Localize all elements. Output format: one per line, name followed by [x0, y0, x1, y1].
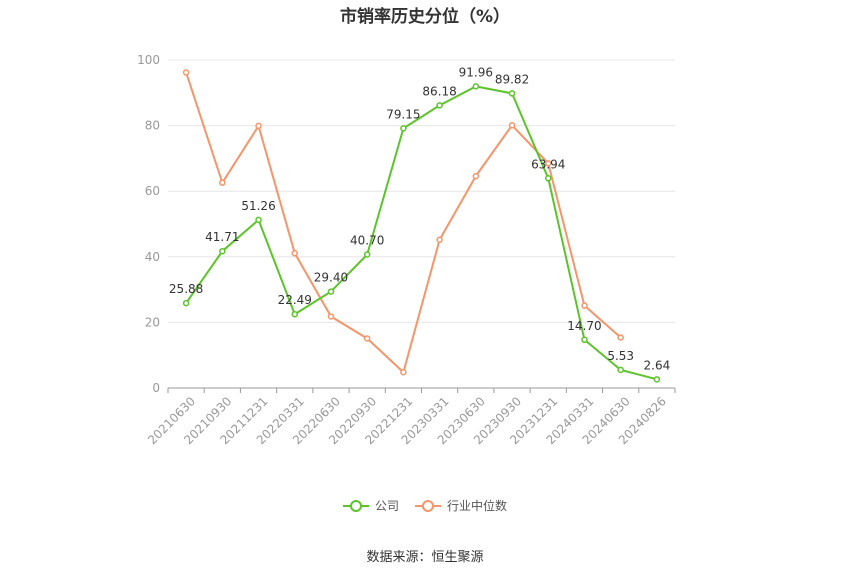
- data-point-industry: [472, 172, 480, 180]
- data-label: 40.70: [350, 234, 384, 248]
- data-point-company: [617, 366, 624, 374]
- legend-item-company[interactable]: 公司: [342, 497, 399, 514]
- chart-title: 市销率历史分位（%）: [339, 7, 511, 27]
- data-label: 86.18: [422, 84, 456, 98]
- data-label: 91.96: [459, 65, 493, 79]
- legend-item-industry[interactable]: 行业中位数: [415, 497, 507, 514]
- data-point-industry: [508, 122, 516, 129]
- data-point-industry: [617, 334, 624, 341]
- series-line-company: [185, 85, 658, 381]
- data-point-industry: [545, 160, 552, 167]
- data-label: 63.94: [531, 157, 565, 171]
- y-tick-label: 40: [145, 250, 160, 264]
- legend: 公司 行业中位数: [0, 497, 850, 514]
- data-label: 89.82: [495, 72, 529, 86]
- data-label: 14.70: [567, 319, 601, 333]
- data-point-company: [182, 299, 190, 307]
- data-label: 51.26: [241, 199, 275, 213]
- data-point-company: [545, 175, 552, 182]
- data-label: 29.40: [314, 271, 348, 285]
- data-label: 2.64: [644, 358, 671, 372]
- legend-industry-label: 行业中位数: [447, 499, 508, 513]
- data-label: 5.53: [607, 349, 634, 363]
- data-point-industry: [581, 302, 588, 309]
- data-label: 22.49: [278, 293, 312, 307]
- data-point-company: [653, 376, 661, 383]
- data-label: 25.88: [169, 282, 203, 296]
- data-point-industry: [400, 369, 407, 376]
- data-point-company: [291, 310, 298, 318]
- data-point-company: [219, 247, 226, 255]
- data-point-company: [508, 90, 516, 97]
- y-tick-label: 0: [152, 381, 160, 395]
- data-point-industry: [219, 179, 226, 186]
- data-label: 41.71: [205, 230, 239, 244]
- legend-company-label: 公司: [374, 499, 399, 513]
- y-tick-label: 80: [145, 119, 160, 133]
- data-point-industry: [255, 122, 262, 130]
- data-point-industry: [363, 335, 371, 342]
- data-point-company: [363, 251, 371, 258]
- data-point-company: [327, 288, 335, 295]
- y-tick-label: 20: [145, 315, 160, 329]
- data-point-industry: [436, 236, 443, 243]
- data-point-industry: [291, 249, 298, 257]
- data-point-company: [581, 336, 588, 344]
- data-source: 数据来源：恒生聚源: [366, 550, 484, 565]
- data-point-industry: [327, 313, 335, 320]
- data-point-company: [400, 125, 407, 132]
- data-label: 79.15: [386, 107, 420, 121]
- legend-industry-swatch-icon: [415, 499, 441, 513]
- y-tick-label: 60: [145, 184, 160, 198]
- data-point-company: [436, 102, 443, 109]
- data-point-company: [472, 83, 480, 90]
- legend-company-swatch-icon: [342, 499, 369, 513]
- y-tick-label: 100: [137, 53, 160, 67]
- data-point-company: [255, 216, 262, 224]
- data-point-industry: [182, 69, 190, 76]
